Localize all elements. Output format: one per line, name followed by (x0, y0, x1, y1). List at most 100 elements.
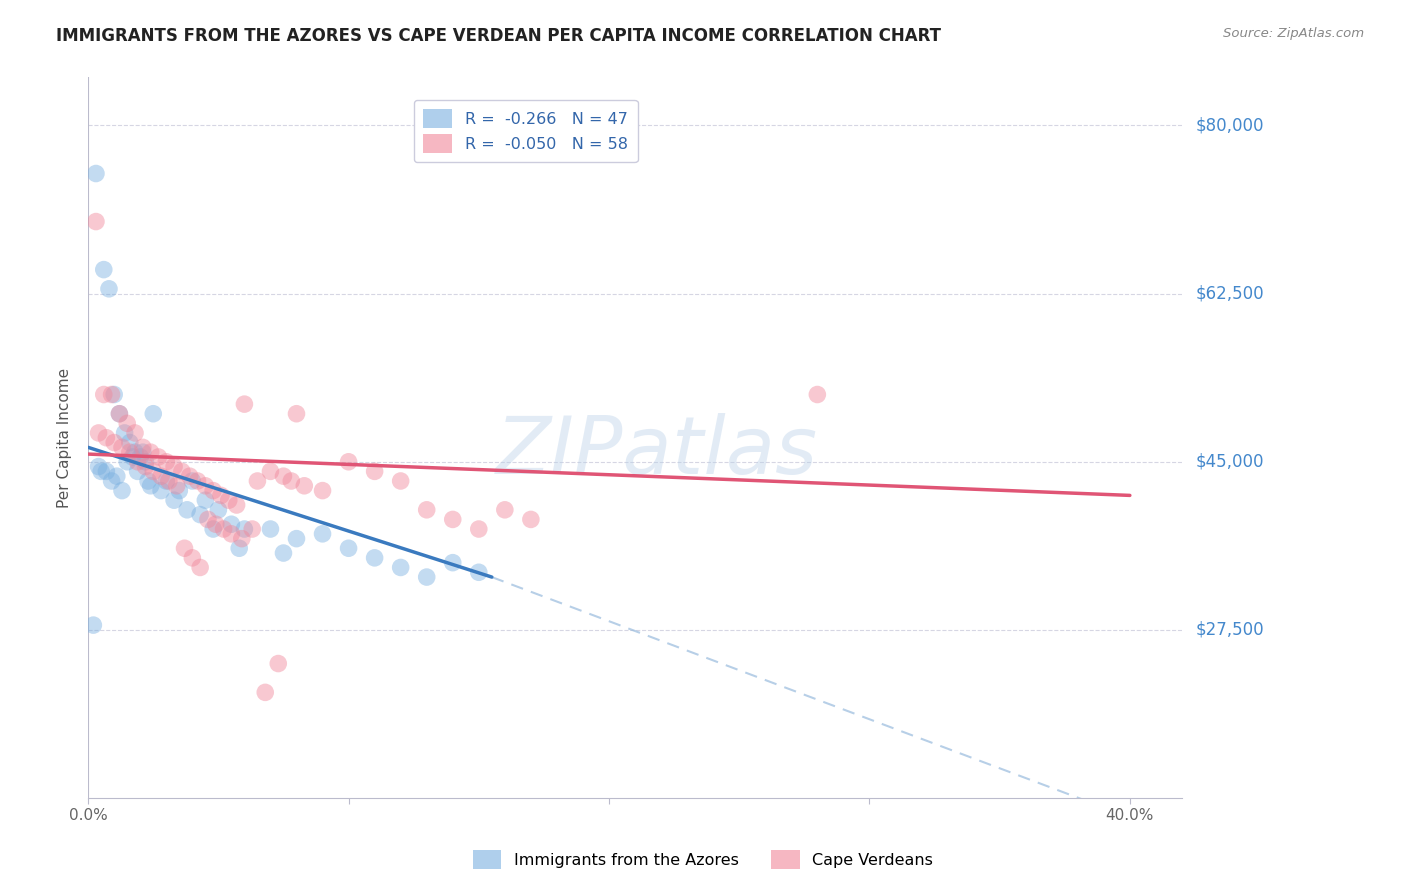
Point (108, 407, 131, 421)
Point (254, 685, 277, 699)
Point (231, 532, 253, 546)
Point (363, 464, 385, 478)
Point (233, 522, 256, 536)
Y-axis label: Per Capita Income: Per Capita Income (58, 368, 72, 508)
Point (127, 464, 149, 478)
Point (179, 469, 201, 483)
Point (273, 546, 295, 560)
Point (311, 483, 333, 498)
Point (142, 464, 165, 478)
Point (194, 493, 217, 508)
Point (163, 493, 186, 508)
Point (176, 503, 198, 517)
Text: $45,000: $45,000 (1197, 453, 1264, 471)
Point (105, 469, 128, 483)
Point (181, 474, 204, 488)
Point (132, 445, 155, 459)
Point (280, 474, 302, 488)
Point (150, 469, 173, 483)
Point (98, 282, 121, 296)
Point (273, 469, 295, 483)
Point (225, 498, 247, 512)
Point (285, 532, 308, 546)
Point (103, 435, 125, 450)
Point (136, 474, 159, 488)
Point (118, 435, 141, 450)
Point (212, 522, 235, 536)
Point (132, 441, 155, 455)
Point (124, 445, 146, 459)
Point (181, 550, 204, 565)
Point (233, 397, 256, 411)
Point (139, 445, 162, 459)
Point (166, 479, 188, 493)
Point (84, 167, 107, 181)
Point (202, 522, 225, 536)
Point (124, 425, 146, 440)
Point (228, 541, 250, 556)
Point (259, 464, 281, 478)
Point (82, 618, 104, 632)
Point (134, 459, 156, 474)
Point (84, 214, 107, 228)
Point (337, 541, 360, 556)
Point (204, 517, 226, 532)
Point (169, 483, 191, 498)
Point (155, 455, 177, 469)
Point (221, 526, 243, 541)
Point (148, 450, 170, 464)
Point (129, 450, 152, 464)
Point (267, 657, 290, 671)
Point (311, 526, 333, 541)
Point (96, 431, 118, 445)
Point (285, 407, 308, 421)
Point (173, 541, 195, 556)
Point (108, 407, 131, 421)
Point (186, 474, 208, 488)
Point (90, 464, 112, 478)
Point (806, 387, 828, 401)
Point (221, 517, 243, 532)
Point (163, 459, 186, 474)
Point (389, 560, 412, 574)
Point (170, 464, 193, 478)
Point (246, 474, 269, 488)
Point (157, 474, 180, 488)
Point (240, 522, 263, 536)
Point (111, 441, 134, 455)
Point (520, 512, 543, 526)
Point (155, 474, 177, 488)
Legend: R =  -0.266   N = 47, R =  -0.050   N = 58: R = -0.266 N = 47, R = -0.050 N = 58 (413, 100, 637, 162)
Text: ZIPatlas: ZIPatlas (496, 413, 818, 491)
Point (209, 488, 232, 502)
Point (100, 474, 122, 488)
Text: $62,500: $62,500 (1197, 285, 1264, 302)
Point (468, 566, 491, 580)
Point (197, 512, 219, 526)
Point (207, 503, 229, 517)
Point (202, 483, 225, 498)
Point (337, 455, 360, 469)
Point (218, 493, 240, 508)
Point (142, 407, 165, 421)
Point (150, 483, 173, 498)
Point (93, 262, 115, 277)
Point (188, 508, 211, 522)
Point (441, 512, 464, 526)
Point (389, 474, 412, 488)
Legend: Immigrants from the Azores, Cape Verdeans: Immigrants from the Azores, Cape Verdean… (467, 844, 939, 875)
Point (259, 522, 281, 536)
Point (468, 522, 491, 536)
Point (96, 464, 118, 478)
Point (87, 425, 110, 440)
Point (139, 479, 162, 493)
Point (114, 425, 136, 440)
Text: $80,000: $80,000 (1197, 117, 1264, 135)
Point (87, 459, 110, 474)
Point (111, 483, 134, 498)
Point (188, 560, 211, 574)
Point (363, 550, 385, 565)
Point (115, 417, 138, 431)
Point (494, 503, 516, 517)
Point (134, 455, 156, 469)
